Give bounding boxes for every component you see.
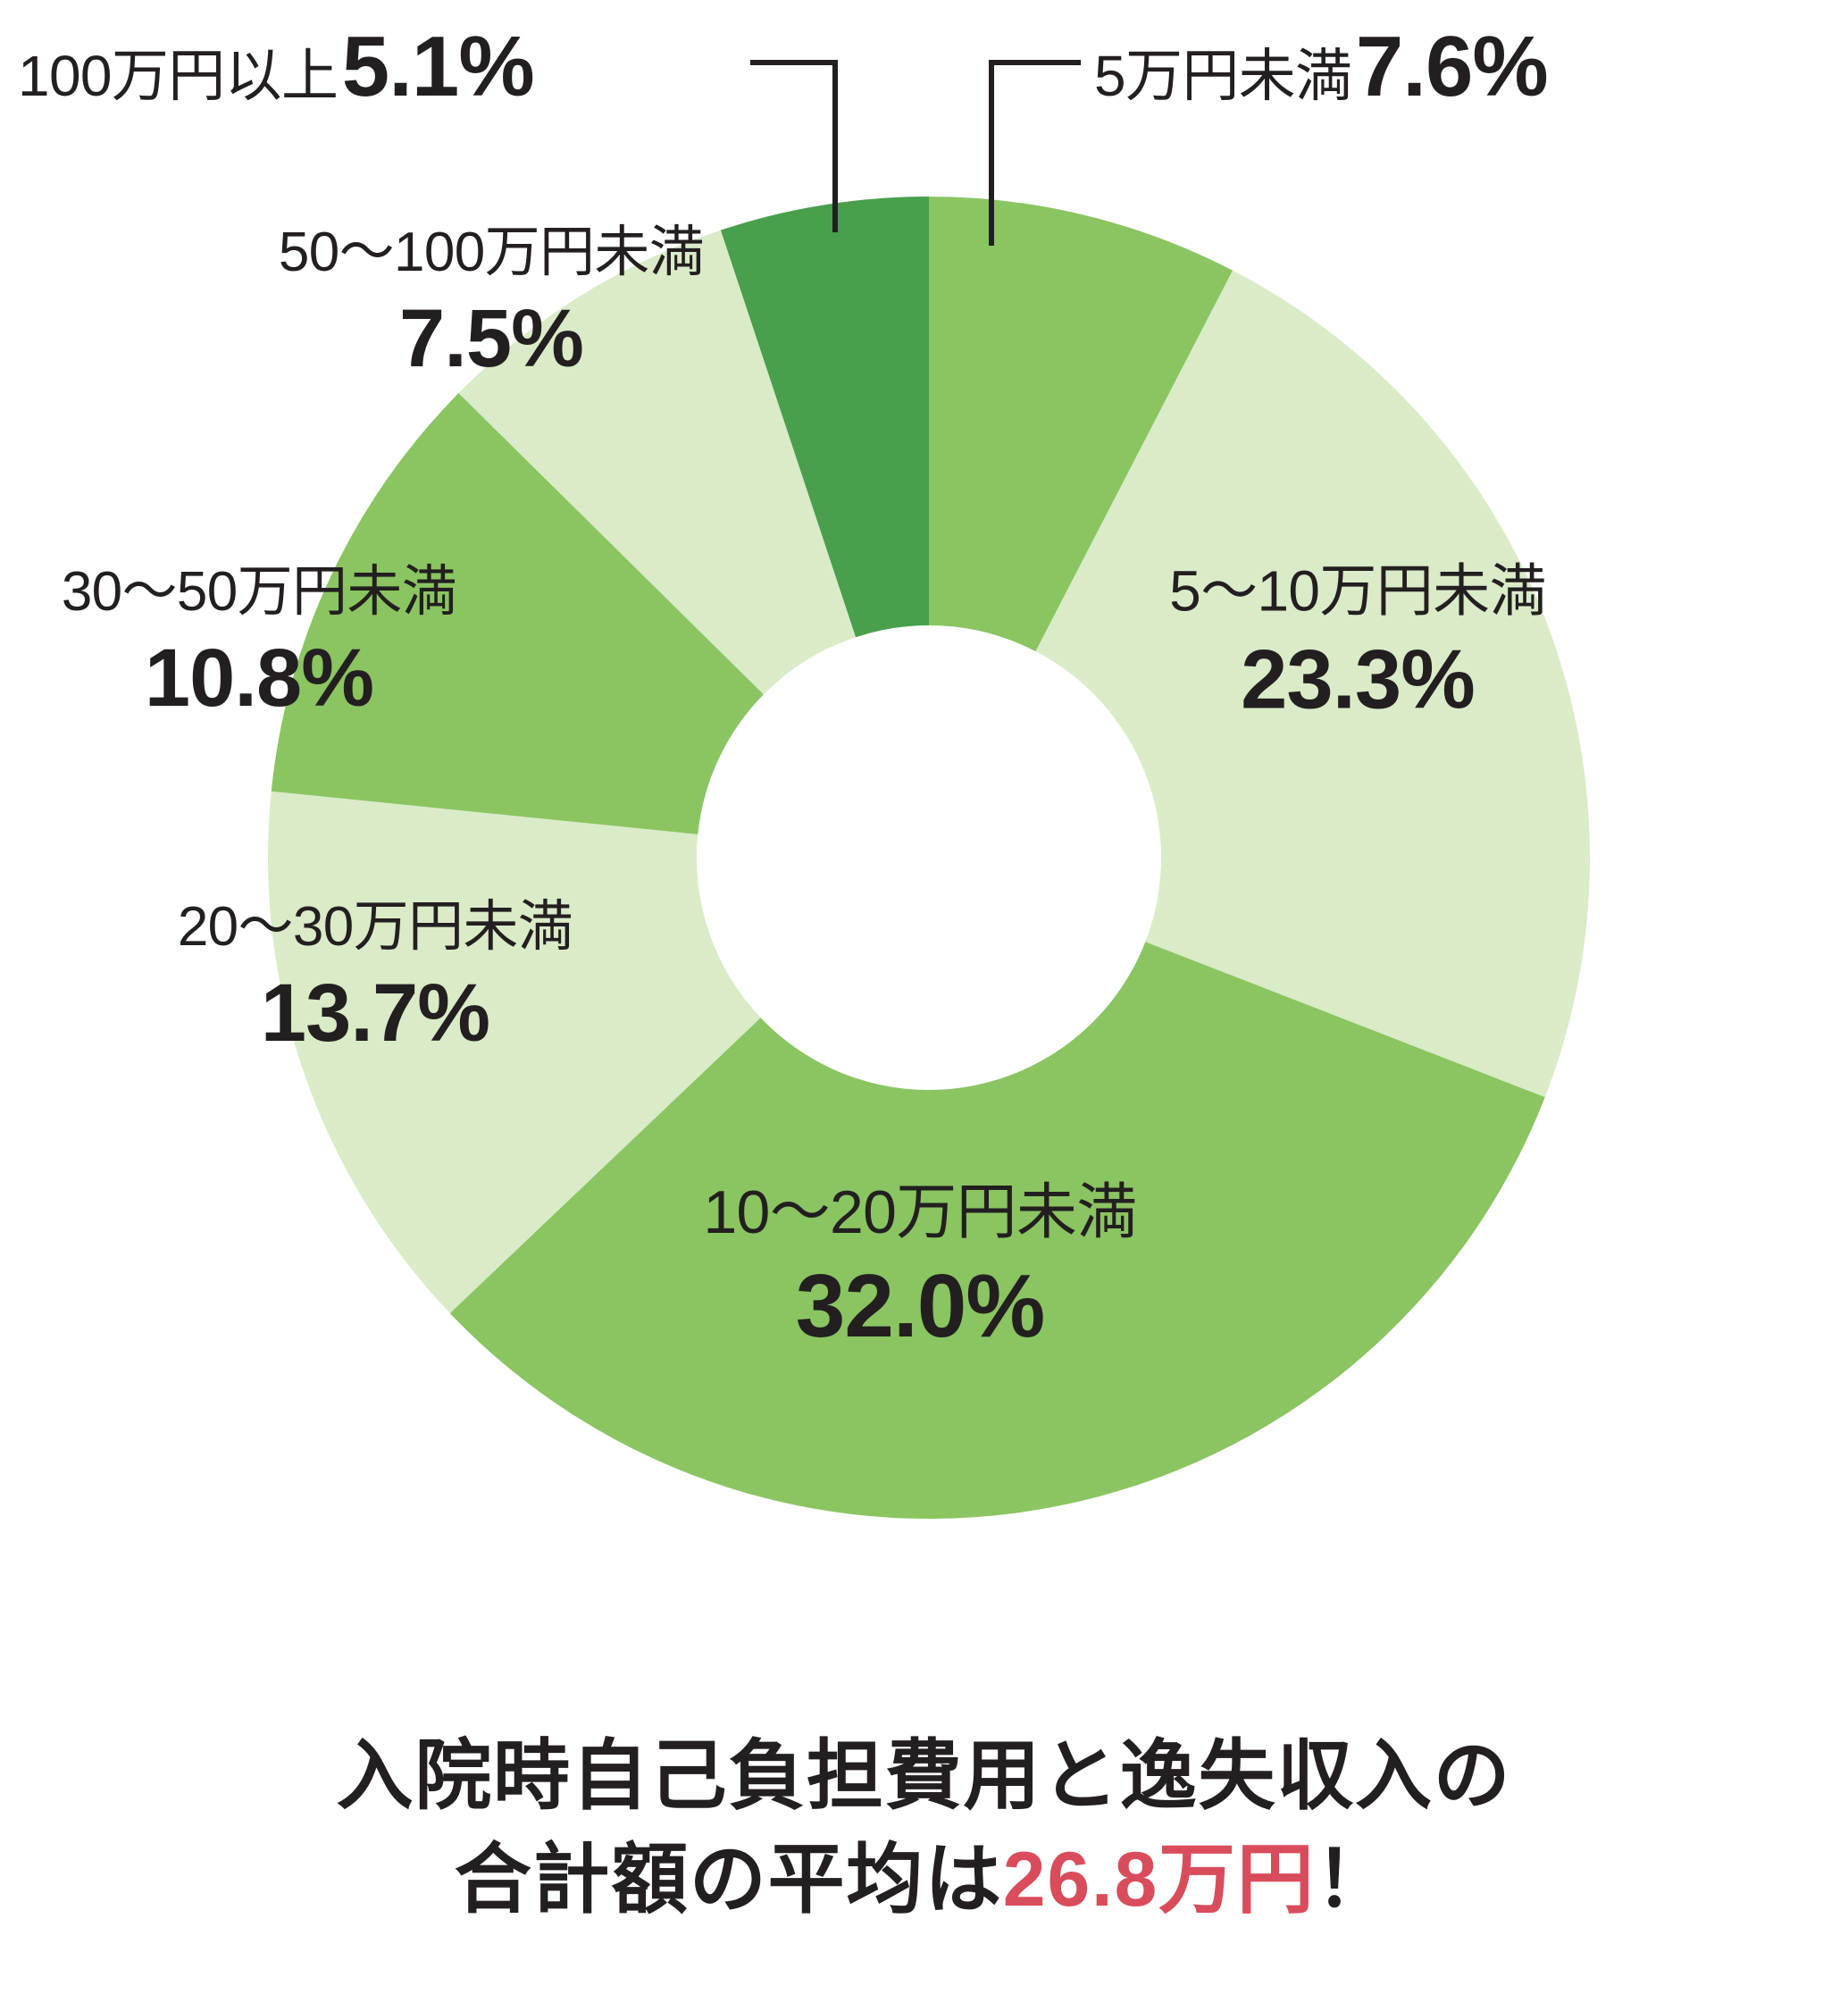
leader-percent: 7.6%	[1356, 19, 1548, 114]
slice-percent: 13.7%	[178, 961, 573, 1064]
slice-label-50-100: 50〜100万円未満 7.5%	[279, 218, 704, 390]
slice-percent: 10.8%	[62, 626, 456, 729]
slice-category: 50〜100万円未満	[279, 218, 704, 288]
slice-category: 20〜30万円未満	[178, 892, 573, 962]
caption-highlight: 26.8万円	[1003, 1837, 1316, 1923]
slice-category: 30〜50万円未満	[62, 557, 456, 627]
slice-category: 5〜10万円未満	[1169, 555, 1546, 626]
caption: 入院時自己負担費用と逸失収入の 合計額の平均は26.8万円！	[0, 1724, 1848, 1931]
slice-percent: 7.5%	[279, 287, 704, 390]
leader-percent: 5.1%	[342, 19, 534, 114]
slice-label-30-50: 30〜50万円未満 10.8%	[62, 557, 456, 730]
caption-line2-suffix: ！	[1316, 1837, 1394, 1923]
slice-percent: 32.0%	[703, 1251, 1136, 1362]
slice-category: 10〜20万円未満	[703, 1175, 1136, 1251]
leader-label-under-5: 5万円未満 7.6%	[1094, 13, 1548, 121]
slice-label-5-10: 5〜10万円未満 23.3%	[1169, 555, 1546, 732]
caption-line2-prefix: 合計額の平均は	[455, 1837, 1003, 1923]
leader-category: 100万円以上	[18, 44, 338, 108]
slice-label-20-30: 20〜30万円未満 13.7%	[178, 892, 573, 1065]
leader-category: 5万円未満	[1094, 44, 1351, 108]
leader-label-over-100: 100万円以上 5.1%	[18, 13, 534, 121]
caption-line1: 入院時自己負担費用と逸失収入の	[337, 1733, 1512, 1819]
slice-label-10-20: 10〜20万円未満 32.0%	[703, 1175, 1136, 1362]
slice-percent: 23.3%	[1169, 626, 1546, 732]
